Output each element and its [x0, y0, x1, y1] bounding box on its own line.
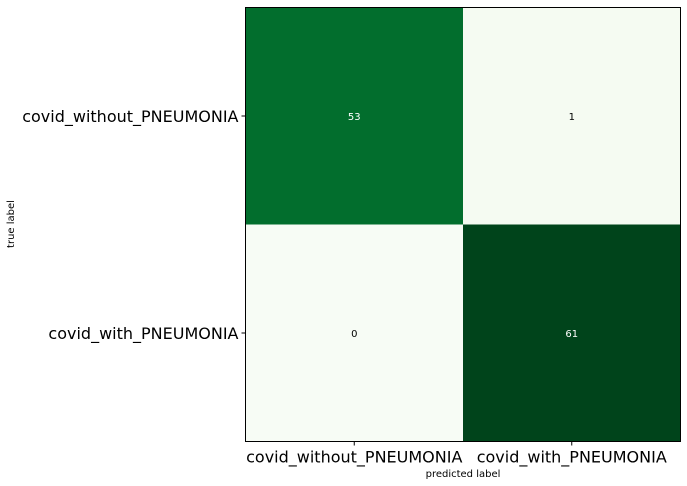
cell-value-label: 53 — [348, 112, 361, 123]
y-tick-label: covid_without_PNEUMONIA — [22, 107, 238, 127]
plot-frame — [245, 7, 681, 442]
y-axis-ticks: covid_without_PNEUMONIA covid_with_PNEUMO… — [22, 107, 246, 344]
heatmap-cells — [245, 7, 681, 442]
heatmap-cell — [245, 224, 463, 442]
cell-value-label: 1 — [569, 112, 575, 123]
heatmap-cell — [245, 7, 463, 225]
x-axis-ticks: covid_without_PNEUMONIA covid_with_PNEUMO… — [246, 441, 667, 468]
cell-values: 53 1 0 61 — [348, 112, 578, 340]
cell-value-label: 0 — [351, 329, 357, 340]
x-axis-label: predicted label — [426, 469, 501, 480]
x-tick-label: covid_with_PNEUMONIA — [477, 448, 667, 468]
x-tick-label: covid_without_PNEUMONIA — [246, 448, 462, 468]
y-axis-label: true label — [6, 200, 17, 248]
cell-value-label: 61 — [565, 329, 578, 340]
heatmap-cell — [463, 7, 681, 225]
y-tick-label: covid_with_PNEUMONIA — [48, 324, 238, 344]
heatmap-cell — [463, 224, 681, 442]
